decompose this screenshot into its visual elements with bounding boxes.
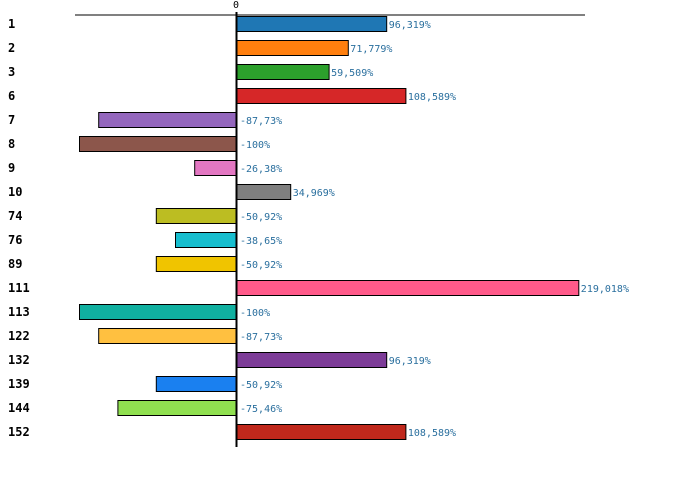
category-label: 6 <box>8 89 15 103</box>
category-label: 132 <box>8 353 30 367</box>
value-label: -87,73% <box>240 332 282 343</box>
bar <box>235 16 388 32</box>
category-label: 9 <box>8 161 15 175</box>
value-label: -75,46% <box>240 404 282 415</box>
bar <box>175 232 237 248</box>
value-label: 96,319% <box>389 20 431 31</box>
bar <box>194 160 237 176</box>
value-label: -87,73% <box>240 116 282 127</box>
value-label: -50,92% <box>240 380 282 391</box>
zero-tick-label: 0 <box>233 0 239 11</box>
value-label: -50,92% <box>240 212 282 223</box>
category-label: 76 <box>8 233 22 247</box>
category-label: 7 <box>8 113 15 127</box>
bar <box>155 376 237 392</box>
bar <box>235 40 349 56</box>
bar <box>117 400 237 416</box>
category-label: 144 <box>8 401 30 415</box>
bar <box>79 304 237 320</box>
category-label: 152 <box>8 425 30 439</box>
value-label: 108,589% <box>408 92 456 103</box>
category-label: 122 <box>8 329 30 343</box>
bar <box>235 352 388 368</box>
category-label: 3 <box>8 65 15 79</box>
bar <box>235 280 580 296</box>
category-label: 89 <box>8 257 22 271</box>
category-label: 111 <box>8 281 30 295</box>
bar <box>79 136 237 152</box>
bar <box>98 328 237 344</box>
category-label: 139 <box>8 377 30 391</box>
bar <box>98 112 237 128</box>
value-label: -100% <box>240 140 270 151</box>
value-label: -100% <box>240 308 270 319</box>
bar <box>155 256 237 272</box>
value-label: 71,779% <box>350 44 392 55</box>
category-label: 74 <box>8 209 22 223</box>
category-label: 2 <box>8 41 15 55</box>
value-label: 34,969% <box>293 188 335 199</box>
value-label: 59,509% <box>331 68 373 79</box>
category-label: 10 <box>8 185 22 199</box>
bar <box>155 208 237 224</box>
bar <box>235 64 330 80</box>
value-label: 219,018% <box>581 284 629 295</box>
bar <box>235 184 292 200</box>
value-label: -50,92% <box>240 260 282 271</box>
bar <box>235 424 407 440</box>
category-label: 113 <box>8 305 30 319</box>
bar <box>235 88 407 104</box>
value-label: 96,319% <box>389 356 431 367</box>
value-label: -26,38% <box>240 164 282 175</box>
category-label: 1 <box>8 17 15 31</box>
category-label: 8 <box>8 137 15 151</box>
value-label: -38,65% <box>240 236 282 247</box>
value-label: 108,589% <box>408 428 456 439</box>
